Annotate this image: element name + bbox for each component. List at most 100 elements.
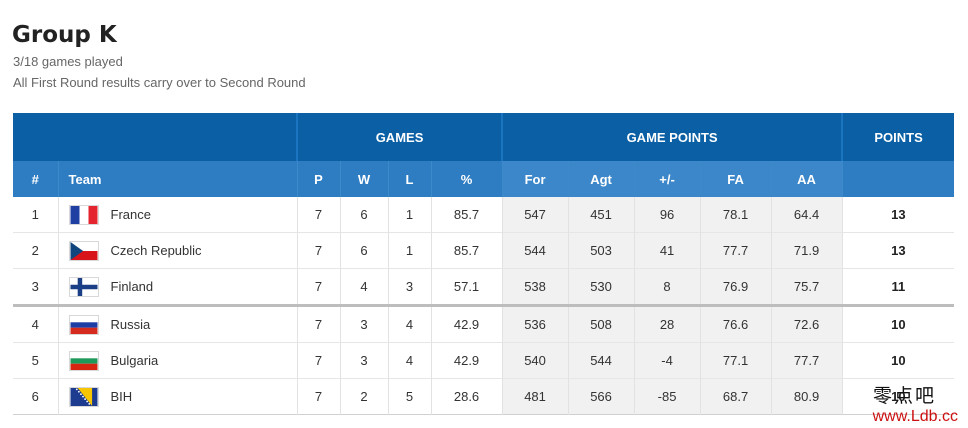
cell-fa: 68.7 — [700, 378, 772, 415]
cell-diff: 8 — [634, 268, 701, 306]
watermark-chinese-text: 零点吧 — [872, 385, 936, 407]
cell-agt: 530 — [568, 268, 635, 306]
col-header-points — [842, 161, 955, 197]
cell-team: France — [58, 197, 298, 233]
watermark-url-text: www.Ldb.cc — [872, 408, 958, 425]
cell-diff: 96 — [634, 197, 701, 233]
cell-w: 2 — [340, 378, 389, 415]
cell-points: 11 — [891, 279, 906, 294]
flag-bulgaria-icon — [68, 350, 99, 371]
col-header-p[interactable]: P — [297, 161, 341, 197]
cell-rank: 1 — [13, 197, 59, 233]
cell-rank: 6 — [13, 378, 59, 415]
cell-p: 7 — [297, 197, 341, 233]
team-name[interactable]: Bulgaria — [110, 353, 159, 368]
cell-agt: 544 — [568, 342, 635, 379]
cell-fa: 77.7 — [700, 232, 772, 269]
team-name[interactable]: Finland — [110, 279, 154, 294]
cell-p: 7 — [297, 305, 341, 343]
col-header-diff[interactable]: +/- — [634, 161, 701, 197]
flag-russia-icon — [68, 314, 99, 335]
cell-l: 3 — [388, 268, 432, 306]
cell-team: Russia — [58, 305, 298, 343]
col-header-fa[interactable]: FA — [700, 161, 772, 197]
cell-agt: 451 — [568, 197, 635, 233]
cell-points: 10 — [891, 317, 906, 332]
cell-team: Czech Republic — [58, 232, 298, 269]
group-header-blank — [13, 113, 298, 161]
watermark: 零点吧 www.Ldb.cc — [873, 381, 958, 426]
cell-points: 13 — [891, 207, 906, 222]
cell-pct: 85.7 — [431, 197, 503, 233]
cell-aa: 64.4 — [771, 197, 843, 233]
cell-for: 538 — [502, 268, 569, 306]
cell-diff: 41 — [634, 232, 701, 269]
table-row[interactable]: 1 France 7 6 1 85.7 547 451 96 78.1 64.4 13 — [13, 197, 955, 233]
col-header-for[interactable]: For — [502, 161, 569, 197]
cell-agt: 503 — [568, 232, 635, 269]
cell-w: 6 — [340, 232, 389, 269]
cell-fa: 78.1 — [700, 197, 772, 233]
col-header-l[interactable]: L — [388, 161, 432, 197]
col-header-w[interactable]: W — [340, 161, 389, 197]
cell-p: 7 — [297, 232, 341, 269]
cell-pct: 42.9 — [431, 305, 503, 343]
cell-points: 10 — [891, 389, 906, 404]
flag-bosnia-herzegovina-icon — [68, 386, 99, 407]
table-row[interactable]: 6 BIH 7 2 5 28.6 481 566 -85 68.7 80.9 10 — [13, 378, 955, 415]
table-row[interactable]: 2 Czech Republic 7 6 1 85.7 544 503 41 77.7 71.9 13 — [13, 232, 955, 269]
table-row[interactable]: 5 Bulgaria 7 3 4 42.9 540 544 -4 77.1 77.7 10 — [13, 342, 955, 379]
cell-l: 5 — [388, 378, 432, 415]
team-name[interactable]: France — [110, 207, 151, 222]
cell-aa: 71.9 — [771, 232, 843, 269]
cell-aa: 77.7 — [771, 342, 843, 379]
team-name[interactable]: Russia — [110, 317, 151, 332]
table-row[interactable]: 4 Russia 7 3 4 42.9 536 508 28 76.6 72.6 10 — [13, 305, 955, 343]
team-name[interactable]: Czech Republic — [110, 243, 202, 258]
cell-pct: 85.7 — [431, 232, 503, 269]
col-header-pct[interactable]: % — [431, 161, 503, 197]
cell-rank: 2 — [13, 232, 59, 269]
team-name[interactable]: BIH — [110, 389, 133, 404]
flag-france-icon — [68, 204, 99, 225]
game-points-group-header: GAME POINTS — [502, 113, 844, 161]
cell-rank: 5 — [13, 342, 59, 379]
cell-points: 13 — [891, 243, 906, 258]
cell-for: 544 — [502, 232, 569, 269]
cell-aa: 72.6 — [771, 305, 843, 343]
col-header-agt[interactable]: Agt — [568, 161, 635, 197]
cell-fa: 76.9 — [700, 268, 772, 306]
table-row[interactable]: 3 Finland 7 4 3 57.1 538 530 8 76.9 75.7 11 — [13, 268, 955, 306]
cell-agt: 566 — [568, 378, 635, 415]
cell-fa: 77.1 — [700, 342, 772, 379]
cell-p: 7 — [297, 268, 341, 306]
column-header-row: # Team P W L % For Agt +/- FA AA — [13, 161, 955, 197]
cell-rank: 4 — [13, 305, 59, 343]
cell-w: 3 — [340, 342, 389, 379]
cell-agt: 508 — [568, 305, 635, 343]
flag-czech-republic-icon — [68, 240, 99, 261]
cell-aa: 75.7 — [771, 268, 843, 306]
cell-for: 536 — [502, 305, 569, 343]
group-header-row: GAMES GAME POINTS POINTS — [13, 113, 955, 161]
cell-for: 540 — [502, 342, 569, 379]
standings-table: GAMES GAME POINTS POINTS # Team P W L % … — [13, 113, 955, 415]
cell-w: 4 — [340, 268, 389, 306]
cell-w: 3 — [340, 305, 389, 343]
cell-l: 4 — [388, 342, 432, 379]
col-header-aa[interactable]: AA — [771, 161, 843, 197]
games-group-header: GAMES — [297, 113, 504, 161]
cell-diff: -85 — [634, 378, 701, 415]
carry-over-note: All First Round results carry over to Se… — [13, 75, 306, 90]
cell-l: 1 — [388, 232, 432, 269]
flag-finland-icon — [68, 276, 99, 297]
col-header-rank[interactable]: # — [13, 161, 59, 197]
cell-p: 7 — [297, 378, 341, 415]
page-title: Group K — [12, 22, 117, 48]
cell-diff: 28 — [634, 305, 701, 343]
points-group-header: POINTS — [842, 113, 955, 161]
cell-aa: 80.9 — [771, 378, 843, 415]
cell-w: 6 — [340, 197, 389, 233]
col-header-team[interactable]: Team — [58, 161, 298, 197]
cell-l: 1 — [388, 197, 432, 233]
